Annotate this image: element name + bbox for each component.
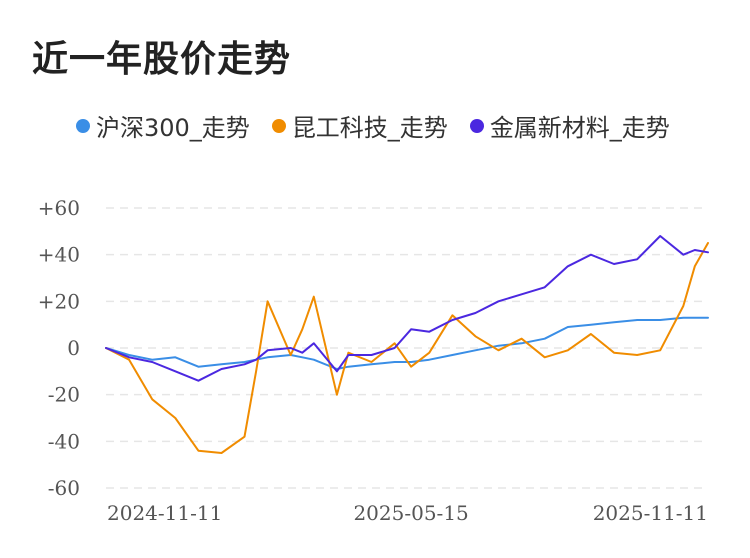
x-tick-label: 2024-11-11 <box>107 501 222 525</box>
legend-dot-hs300 <box>76 118 90 133</box>
y-tick-label: -20 <box>48 383 80 407</box>
y-tick-label: 0 <box>67 336 80 360</box>
y-tick-label: +40 <box>38 243 80 267</box>
legend-label-kgkj: 昆工科技_走势 <box>291 114 448 142</box>
legend-label-hs300: 沪深300_走势 <box>96 114 250 142</box>
series-line-metal <box>105 235 709 382</box>
y-tick-label: +60 <box>38 196 80 220</box>
legend-item-metal[interactable]: 金属新材料_走势 <box>469 108 670 143</box>
y-tick-label: -60 <box>48 476 80 500</box>
legend: 沪深300_走势 昆工科技_走势 金属新材料_走势 <box>76 108 692 143</box>
chart-title: 近一年股价走势 <box>32 39 292 80</box>
legend-item-kgkj[interactable]: 昆工科技_走势 <box>271 108 448 143</box>
series-line-hs300 <box>105 316 709 370</box>
legend-label-metal: 金属新材料_走势 <box>489 114 670 142</box>
legend-dot-kgkj <box>271 118 286 133</box>
series-line-kgkj <box>105 242 709 454</box>
x-tick-label: 2025-05-15 <box>353 501 468 525</box>
x-tick-label: 2025-11-11 <box>593 501 708 525</box>
y-tick-label: +20 <box>38 289 80 313</box>
y-tick-label: -40 <box>48 429 80 453</box>
legend-item-hs300[interactable]: 沪深300_走势 <box>76 108 250 143</box>
legend-dot-metal <box>469 118 484 133</box>
